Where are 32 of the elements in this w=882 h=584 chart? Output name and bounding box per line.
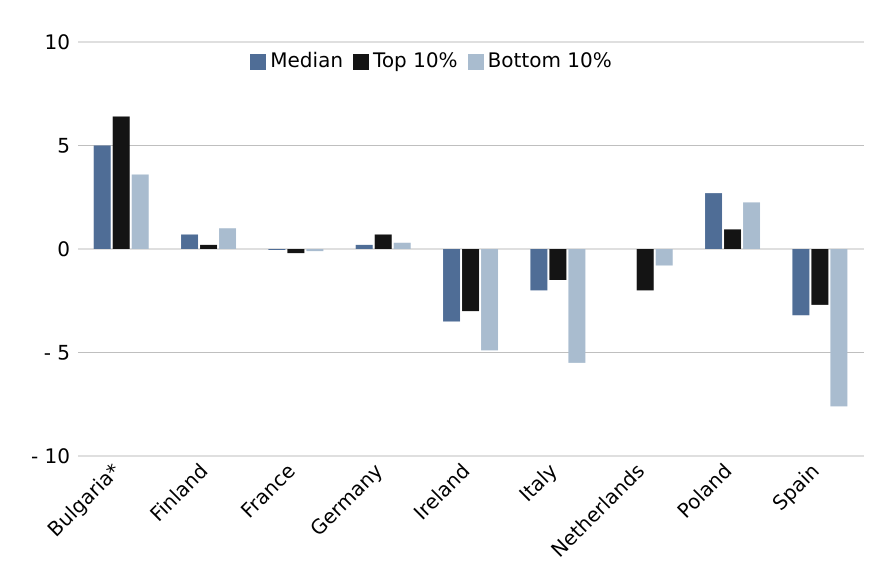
bar: [462, 249, 480, 312]
bar: [112, 116, 130, 249]
bar: [200, 244, 218, 249]
bar: [743, 202, 760, 249]
bar: [356, 244, 373, 249]
bar: [568, 249, 586, 363]
bar: [705, 193, 722, 249]
bar: [656, 249, 673, 266]
bar: [287, 249, 304, 254]
legend-label: Top 10%: [373, 48, 458, 72]
legend-label: Median: [270, 48, 343, 72]
bar: [636, 249, 654, 290]
bar: [792, 249, 810, 316]
legend-label: Bottom 10%: [488, 48, 612, 72]
y-tick-label: 0: [57, 237, 70, 262]
y-tick-label: - 5: [44, 340, 70, 365]
bar: [132, 174, 149, 249]
bar: [219, 228, 236, 249]
y-tick-label: 5: [57, 134, 70, 158]
bar: [481, 249, 498, 350]
bar: [530, 249, 548, 290]
y-tick-label: 10: [44, 30, 70, 54]
bar: [549, 249, 566, 280]
bar: [811, 249, 828, 305]
bar: [181, 234, 198, 249]
bar: [830, 249, 848, 406]
bar: [374, 234, 392, 249]
bar: [394, 242, 411, 249]
bar: [94, 146, 111, 249]
bar: [443, 249, 460, 322]
y-tick-label: - 10: [30, 444, 70, 468]
bar: [724, 229, 742, 249]
